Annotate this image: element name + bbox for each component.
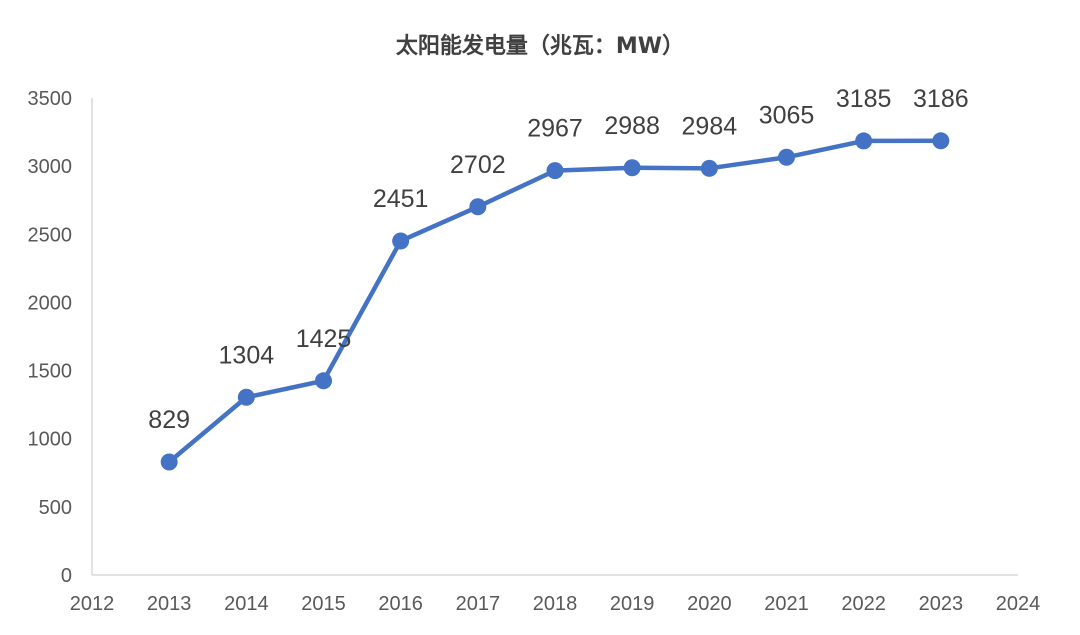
x-tick-label: 2019: [610, 593, 655, 615]
data-label: 1425: [296, 325, 352, 353]
data-labels: 829 1304 1425 2451 2702 2967 2988 2984 3065 3185 3…: [148, 85, 968, 434]
x-tick-label: 2020: [687, 593, 732, 615]
x-tick-label: 2021: [764, 593, 809, 615]
x-tick-label: 2023: [919, 593, 964, 615]
data-point: [700, 159, 718, 177]
y-tick-label: 0: [61, 565, 72, 587]
data-points: [160, 132, 950, 471]
x-tick-label: 2014: [224, 593, 269, 615]
y-tick-label: 3500: [28, 88, 73, 110]
x-tick-label: 2015: [301, 593, 346, 615]
data-label: 3065: [759, 101, 815, 129]
data-point: [160, 453, 178, 471]
data-point: [392, 232, 410, 250]
data-point: [237, 388, 255, 406]
data-point: [855, 132, 873, 150]
data-label: 2988: [604, 112, 660, 140]
series-line: [166, 138, 944, 465]
y-tick-label: 3000: [28, 156, 73, 178]
data-label: 2984: [682, 112, 738, 140]
data-point: [469, 198, 487, 216]
data-point: [623, 159, 641, 177]
data-label: 2967: [527, 115, 583, 143]
data-label: 3186: [913, 85, 969, 113]
x-tick-label: 2022: [841, 593, 886, 615]
chart-title: 太阳能发电量（兆瓦：MW）: [395, 34, 685, 59]
x-tick-label: 2016: [378, 593, 423, 615]
x-tick-label: 2017: [456, 593, 501, 615]
x-tick-label: 2018: [533, 593, 578, 615]
data-point: [932, 132, 950, 150]
data-point: [778, 148, 795, 166]
y-tick-label: 2000: [28, 292, 73, 314]
x-tick-label: 2012: [70, 593, 115, 615]
x-tick-label: 2013: [147, 593, 192, 615]
x-tick-label: 2024: [996, 593, 1041, 615]
data-label: 2451: [373, 185, 429, 213]
data-label: 1304: [219, 341, 275, 369]
data-label: 829: [148, 406, 190, 434]
y-tick-label: 2500: [28, 224, 73, 246]
y-tick-label: 1500: [28, 361, 73, 383]
axes: [91, 98, 1018, 576]
data-point: [315, 372, 332, 390]
tick-labels: 0 500 1000 1500 2000 2500 3000 3500 2012 2013 2014…: [28, 88, 1041, 615]
y-tick-label: 1000: [28, 429, 73, 451]
y-tick-label: 500: [39, 497, 72, 519]
series-lines: [166, 138, 944, 465]
data-point: [546, 162, 564, 180]
data-label: 2702: [450, 151, 506, 179]
data-label: 3185: [836, 85, 892, 113]
